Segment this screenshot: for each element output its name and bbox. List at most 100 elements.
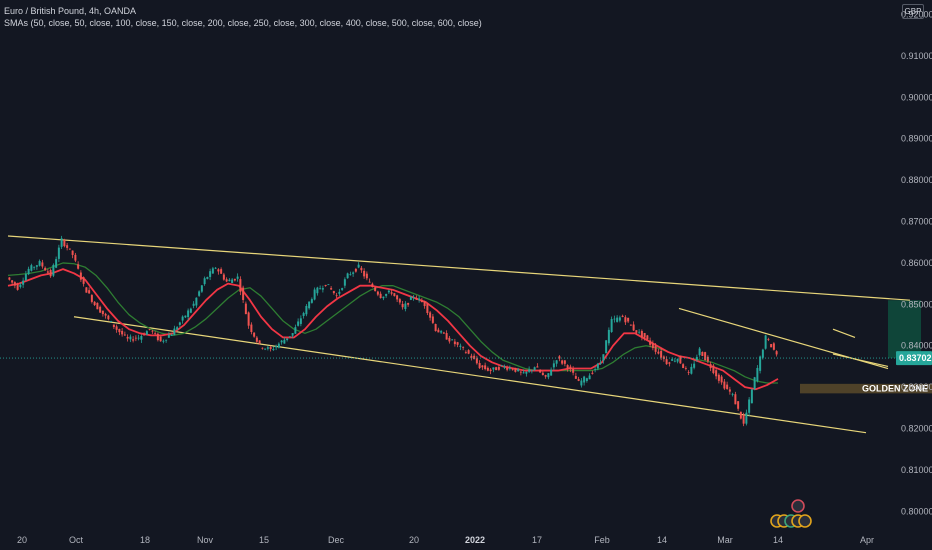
candle-body [357,264,360,268]
candle-body [728,389,731,392]
candle-body [500,365,503,366]
candle-body [618,317,621,321]
candle-body [126,336,129,339]
currency-badge[interactable]: GBP [902,4,924,19]
candle-body [657,351,660,354]
candle-body [88,290,91,294]
candle-body [673,360,676,362]
candle-body [198,291,201,296]
candle-body [569,366,572,369]
candle-body [187,310,190,318]
candle-body [539,369,542,373]
time-tick-label: 14 [773,535,783,545]
candle-body [167,335,170,338]
candle-body [418,298,421,301]
candle-body [132,339,135,341]
candle-body [178,322,181,325]
candle-body [374,287,377,292]
event-flag-icon[interactable] [798,514,812,528]
zones-layer: GOLDEN ZONE [800,300,932,394]
candle-body [123,334,126,336]
candle-body [709,364,712,369]
candle-body [151,330,154,332]
candle-body [145,331,148,335]
candle-body [745,412,748,424]
candle-body [750,389,753,404]
candle-body [519,371,522,373]
candle-body [365,273,368,279]
candle-body [651,343,654,349]
candle-body [412,297,415,298]
candle-body [206,276,209,279]
candle-body [525,371,528,374]
candle-body [277,343,280,348]
candle-body [558,356,561,359]
candle-body [695,356,698,361]
time-tick-label: 14 [657,535,667,545]
candle-body [492,367,495,370]
candle-body [390,292,393,294]
candle-body [481,365,484,368]
candle-body [30,265,33,271]
candle-body [231,279,234,284]
candle-body [244,303,247,315]
candle-body [605,340,608,354]
candle-body [624,317,627,323]
candle-body [19,284,22,287]
time-tick-label: Nov [197,535,214,545]
candle-body [533,367,536,370]
candle-body [467,350,470,354]
candle-body [715,370,718,377]
candle-body [104,313,107,316]
candle-body [687,372,690,373]
candle-body [530,369,533,371]
price-tick-label: 0.92000 [901,9,932,19]
candle-body [459,345,462,347]
candle-body [57,247,60,259]
candle-body [563,360,566,364]
candle-body [275,346,278,348]
candle-body [110,321,113,322]
symbol-title[interactable]: Euro / British Pound, 4h, OANDA [4,6,137,16]
candle-body [698,348,701,356]
event-flag-icon[interactable] [791,499,805,513]
candle-body [156,333,159,341]
candle-body [442,332,445,334]
candle-body [360,267,363,271]
candle-body [464,352,467,354]
candle-body [264,348,267,350]
candle-body [288,336,291,338]
sma-indicator-legend[interactable]: SMAs (50, close, 50, close, 100, close, … [4,18,482,28]
candle-body [596,363,599,369]
sma-slow-line [7,262,778,384]
sma-layer [7,262,779,391]
candle-body [453,341,456,345]
candle-body [242,287,245,300]
time-tick-label: 2022 [465,535,485,545]
candle-body [632,324,635,331]
candle-body [71,250,74,255]
price-axis[interactable]: 0.92000 0.91000 0.90000 0.89000 0.88000 0.870… [901,9,932,516]
candle-body [712,365,715,374]
candle-body [764,335,767,349]
candle-body [310,299,313,303]
candle-body [690,366,693,374]
candle-body [55,259,58,268]
candle-body [640,331,643,338]
price-tick-label: 0.90000 [901,92,932,102]
candle-body [701,351,704,356]
candle-body [225,279,228,282]
candle-body [13,282,16,286]
price-tick-label: 0.82000 [901,424,932,434]
candle-body [552,363,555,368]
time-axis[interactable]: 20 Oct 18 Nov 15 Dec 20 2022 17 Feb 14 Mar 14 Apr [17,535,874,545]
candle-body [203,278,206,285]
last-price-tag[interactable] [896,351,932,366]
candle-body [676,358,679,362]
candle-body [22,280,25,285]
candle-body [220,269,223,274]
candle-body [90,295,93,302]
candle-body [489,369,492,372]
